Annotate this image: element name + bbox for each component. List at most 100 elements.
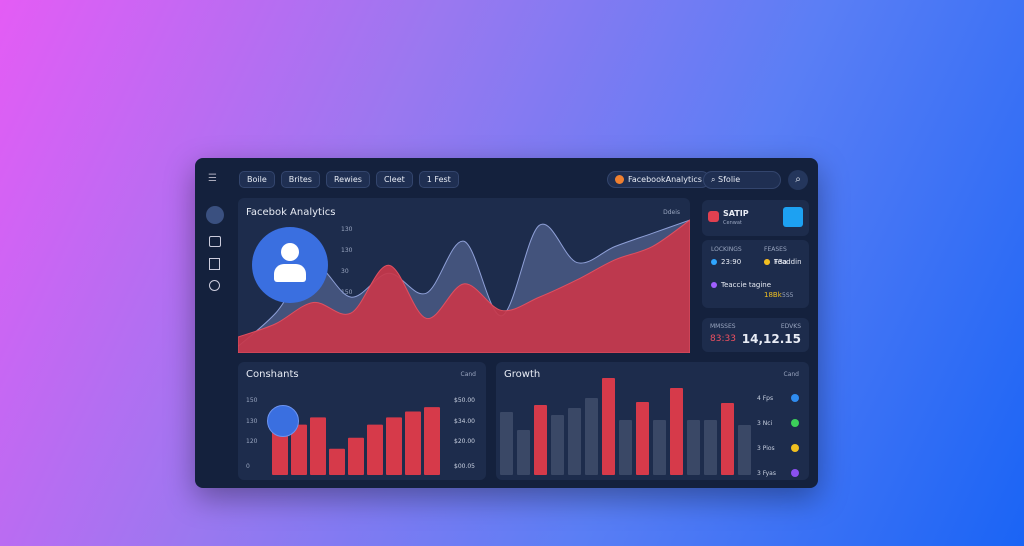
stat-label: T3a [774,258,788,266]
bar [585,398,598,475]
bar [687,420,700,475]
growth-chart: 4 Fps 3 Nci 3 Pios 3 Fyas [500,378,799,477]
stat-extra: 5S5 [782,292,794,299]
legend-dot [711,282,717,288]
axis-label: 130 [341,247,353,254]
stat-value: 14,12.15 [741,332,801,346]
bar [291,424,307,475]
profile-avatar [252,227,328,303]
stat-item: Teaccie tagine [711,281,771,292]
stat-extra: 18Bk [764,291,782,299]
tab[interactable]: Boile [239,171,275,188]
search-button[interactable]: ⌕ [788,170,808,190]
axis-label: 120 [246,438,258,445]
bar [500,412,513,475]
brand-icon [708,211,719,222]
stat-label: EDVKS [780,323,801,330]
axis-label: $50.00 [454,397,475,404]
tab-bar: Boile Brites Rewies Cleet 1 Fest [239,171,459,188]
chart-title: Conshants [246,369,299,380]
bar [568,408,581,475]
tab[interactable]: Rewies [325,171,370,188]
tab[interactable]: Cleet [375,171,413,188]
legend-dot [764,259,770,265]
stat-label: 23:90 [721,258,742,266]
growth-card: Growth Cand 4 Fps 3 Nci 3 Pios 3 Fyas [496,362,809,480]
bar [310,417,326,475]
column-head: LOCKINGS [711,246,742,253]
nav-icon[interactable] [209,280,220,291]
tab[interactable]: Brites [280,171,320,188]
axis-label: $00.05 [454,463,475,470]
chart-legend: Cand [783,371,799,378]
axis-label: 130 [246,418,258,425]
stat-label: Feaddin [774,258,802,266]
bar [272,431,288,475]
bar [721,403,734,475]
stat-value: 83:33 [710,334,736,344]
legend-dot [791,394,799,402]
summary-card: MMSSES EDVKS 83:33 14,12.15 [702,318,809,352]
stat-label: MMSSES [710,323,736,330]
bar-card: Conshants Cand 150 130 120 0 $50.00 $34.00 $20… [238,362,486,480]
bar [534,405,547,475]
area [238,219,690,353]
legend-dot [711,259,717,265]
card-title: SATIP [723,209,749,218]
stats-card: LOCKINGS FEASES 23:90 Feaddin Teaccie tagi… [702,240,809,308]
account-button[interactable]: FacebookAnalytics [607,171,710,188]
legend-label: 3 Nci [757,420,773,427]
stat-item: 23:90 [711,258,741,269]
axis-label: 30 [341,268,349,275]
bar [670,388,683,475]
card-subtitle: Cenwat [723,220,742,226]
bar [619,420,632,475]
account-name: FacebookAnalytics [628,175,702,184]
bar [704,420,717,475]
column-head: FEASES [764,246,787,253]
stat-label: Teaccie tagine [721,281,772,289]
menu-icon[interactable]: ☰ [208,173,217,184]
bar [367,424,383,475]
axis-label: 130 [341,226,353,233]
main-chart-card: Facebok Analytics Ddeis 130 130 30 150 [238,198,690,353]
bar [602,378,615,475]
avatar-body [274,264,306,282]
axis-label: 150 [341,289,353,296]
avatar-head [281,243,299,261]
chart-title: Growth [504,369,541,380]
legend-dot [791,419,799,427]
bar-chart: 150 130 120 0 $50.00 $34.00 $20.00 $00.05 [246,397,475,475]
legend-label: 3 Fyas [757,470,776,477]
legend-dot [791,444,799,452]
axis-label: $20.00 [454,438,475,445]
search-box[interactable]: ⌕ Sfolie [703,171,781,189]
dashboard: Boile Brites Rewies Cleet 1 Fest Faceboo… [195,158,818,488]
bar [636,402,649,475]
bar [551,415,564,475]
chart-legend: Cand [460,371,476,378]
bar [517,430,530,475]
bar [348,437,364,475]
bar [405,411,421,475]
bar [738,425,751,475]
tab[interactable]: 1 Fest [418,171,459,188]
nav-icon[interactable] [209,236,221,247]
chart-legend: Ddeis [663,209,680,216]
bar [424,407,440,475]
twitter-icon[interactable] [783,207,803,227]
bar [386,417,402,475]
nav-icon[interactable] [209,258,220,270]
bar [329,448,345,475]
account-avatar [615,175,624,184]
stat-item: T3a [764,258,787,269]
legend-dot [791,469,799,477]
axis-label: $34.00 [454,418,475,425]
small-avatar [267,405,299,437]
social-card: SATIP Cenwat [702,200,809,236]
user-icon[interactable] [206,206,224,224]
legend-label: 4 Fps [757,395,773,402]
search-text: Sfolie [718,175,741,184]
axis-label: 0 [246,463,250,470]
